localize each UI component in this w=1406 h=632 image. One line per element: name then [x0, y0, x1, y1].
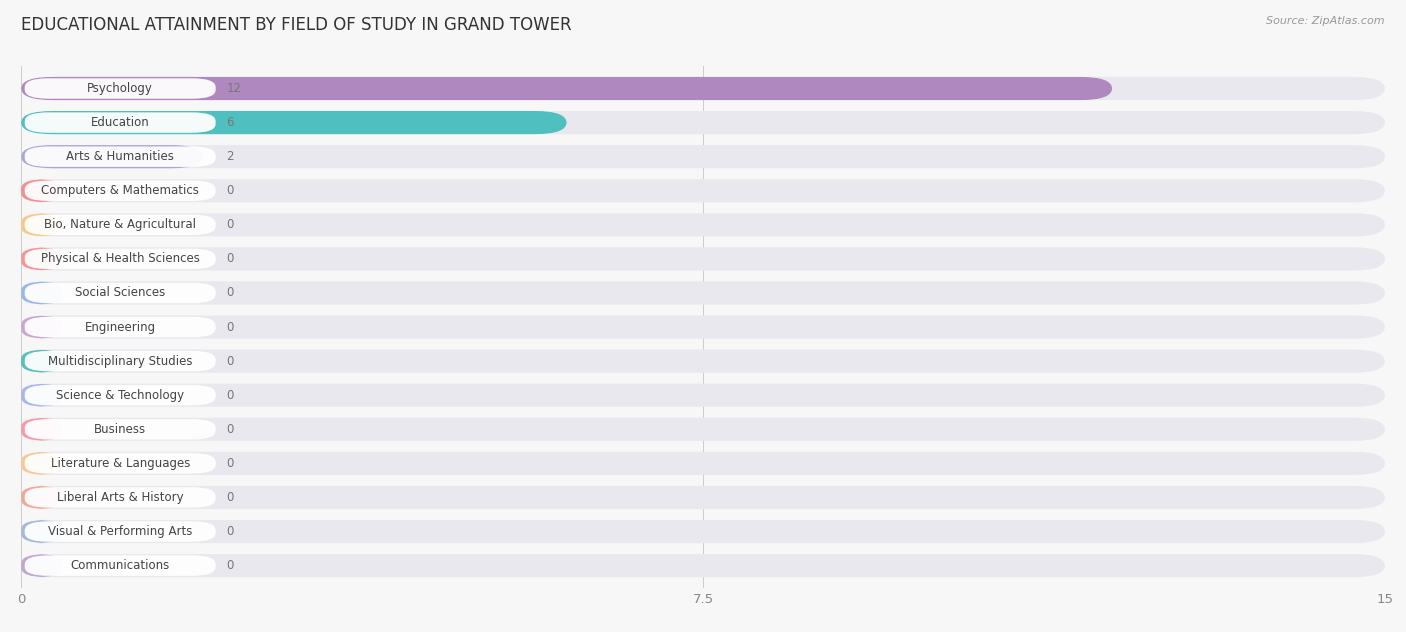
FancyBboxPatch shape: [21, 418, 62, 441]
Text: 0: 0: [226, 218, 233, 231]
FancyBboxPatch shape: [25, 385, 215, 406]
Text: Engineering: Engineering: [84, 320, 156, 334]
FancyBboxPatch shape: [21, 315, 62, 339]
FancyBboxPatch shape: [21, 213, 62, 236]
FancyBboxPatch shape: [25, 112, 215, 133]
FancyBboxPatch shape: [21, 111, 1385, 134]
FancyBboxPatch shape: [25, 351, 215, 372]
Text: 0: 0: [226, 252, 233, 265]
Text: 0: 0: [226, 525, 233, 538]
FancyBboxPatch shape: [21, 179, 62, 202]
FancyBboxPatch shape: [21, 145, 202, 168]
FancyBboxPatch shape: [21, 179, 1385, 202]
Text: Literature & Languages: Literature & Languages: [51, 457, 190, 470]
Text: Education: Education: [91, 116, 149, 129]
FancyBboxPatch shape: [21, 452, 1385, 475]
FancyBboxPatch shape: [21, 281, 1385, 305]
FancyBboxPatch shape: [25, 521, 215, 542]
FancyBboxPatch shape: [25, 181, 215, 201]
Text: Business: Business: [94, 423, 146, 436]
Text: 0: 0: [226, 423, 233, 436]
FancyBboxPatch shape: [21, 247, 1385, 270]
Text: Liberal Arts & History: Liberal Arts & History: [56, 491, 184, 504]
Text: Communications: Communications: [70, 559, 170, 572]
FancyBboxPatch shape: [21, 384, 62, 407]
FancyBboxPatch shape: [21, 213, 1385, 236]
Text: Computers & Mathematics: Computers & Mathematics: [41, 185, 200, 197]
Text: 0: 0: [226, 286, 233, 300]
FancyBboxPatch shape: [21, 384, 1385, 407]
Text: 12: 12: [226, 82, 242, 95]
FancyBboxPatch shape: [21, 349, 1385, 373]
FancyBboxPatch shape: [21, 554, 1385, 577]
Text: Multidisciplinary Studies: Multidisciplinary Studies: [48, 355, 193, 368]
FancyBboxPatch shape: [21, 145, 1385, 168]
FancyBboxPatch shape: [21, 77, 1112, 100]
Text: 0: 0: [226, 389, 233, 402]
Text: 2: 2: [226, 150, 233, 163]
Text: 6: 6: [226, 116, 233, 129]
Text: Social Sciences: Social Sciences: [75, 286, 166, 300]
Text: 0: 0: [226, 320, 233, 334]
FancyBboxPatch shape: [21, 281, 62, 305]
Text: 0: 0: [226, 185, 233, 197]
FancyBboxPatch shape: [21, 520, 62, 543]
Text: Psychology: Psychology: [87, 82, 153, 95]
FancyBboxPatch shape: [21, 486, 1385, 509]
FancyBboxPatch shape: [21, 520, 1385, 543]
FancyBboxPatch shape: [25, 419, 215, 439]
FancyBboxPatch shape: [25, 487, 215, 507]
FancyBboxPatch shape: [21, 349, 62, 373]
Text: 0: 0: [226, 559, 233, 572]
Text: Science & Technology: Science & Technology: [56, 389, 184, 402]
FancyBboxPatch shape: [21, 554, 62, 577]
FancyBboxPatch shape: [21, 418, 1385, 441]
Text: Visual & Performing Arts: Visual & Performing Arts: [48, 525, 193, 538]
FancyBboxPatch shape: [21, 486, 62, 509]
FancyBboxPatch shape: [21, 77, 1385, 100]
Text: 0: 0: [226, 491, 233, 504]
FancyBboxPatch shape: [25, 147, 215, 167]
FancyBboxPatch shape: [25, 453, 215, 473]
Text: 0: 0: [226, 457, 233, 470]
FancyBboxPatch shape: [21, 315, 1385, 339]
FancyBboxPatch shape: [25, 317, 215, 337]
FancyBboxPatch shape: [21, 452, 62, 475]
FancyBboxPatch shape: [25, 556, 215, 576]
FancyBboxPatch shape: [21, 247, 62, 270]
FancyBboxPatch shape: [25, 283, 215, 303]
Text: Source: ZipAtlas.com: Source: ZipAtlas.com: [1267, 16, 1385, 26]
FancyBboxPatch shape: [25, 78, 215, 99]
Text: Physical & Health Sciences: Physical & Health Sciences: [41, 252, 200, 265]
Text: Arts & Humanities: Arts & Humanities: [66, 150, 174, 163]
FancyBboxPatch shape: [25, 215, 215, 235]
Text: EDUCATIONAL ATTAINMENT BY FIELD OF STUDY IN GRAND TOWER: EDUCATIONAL ATTAINMENT BY FIELD OF STUDY…: [21, 16, 572, 33]
Text: Bio, Nature & Agricultural: Bio, Nature & Agricultural: [44, 218, 197, 231]
FancyBboxPatch shape: [25, 248, 215, 269]
Text: 0: 0: [226, 355, 233, 368]
FancyBboxPatch shape: [21, 111, 567, 134]
